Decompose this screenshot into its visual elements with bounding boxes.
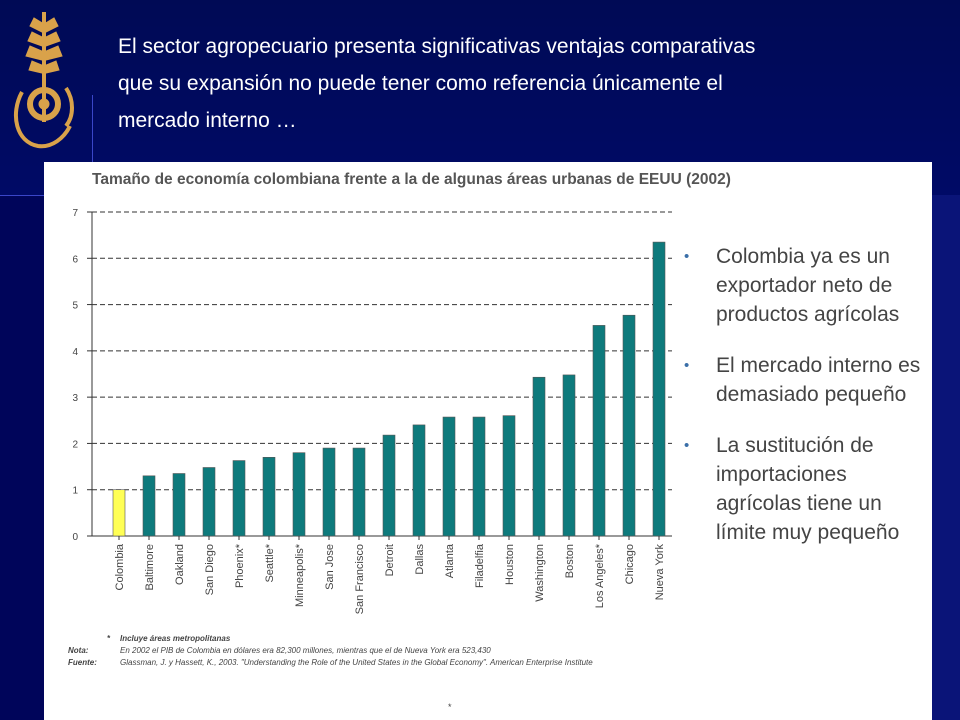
bar: [412, 424, 426, 537]
bar: [292, 452, 306, 537]
bullet-text: Colombia ya es un exportador neto de pro…: [716, 245, 900, 326]
y-tick-label: 5: [72, 301, 78, 312]
note-key: Nota:: [68, 645, 89, 655]
x-tick-label: Detroit: [384, 544, 396, 576]
note-row: Fuente: Glassman, J. y Hassett, K., 2003…: [68, 656, 593, 668]
right-band: [932, 195, 960, 720]
x-tick-label: Houston: [504, 544, 516, 585]
y-tick-label: 6: [72, 254, 78, 265]
slide-heading: El sector agropecuario presenta signific…: [118, 28, 938, 139]
divider-horizontal: [0, 195, 44, 196]
bar: [592, 325, 606, 537]
bar: [232, 460, 246, 537]
note-row: Nota: En 2002 el PIB de Colombia en dóla…: [68, 644, 593, 656]
x-tick-label: Seattle*: [264, 543, 276, 582]
x-tick-label: Boston: [564, 544, 576, 578]
heading-line: El sector agropecuario presenta signific…: [118, 35, 756, 58]
chart-title: Tamaño de economía colombiana frente a l…: [92, 171, 731, 188]
x-tick-label: San Diego: [204, 544, 216, 595]
y-tick-label: 3: [72, 393, 78, 404]
x-tick-label: Oakland: [174, 544, 186, 585]
x-tick-label: Washington: [534, 544, 546, 602]
bullet-item: • La sustitución de importaciones agríco…: [684, 431, 929, 547]
y-tick-label: 4: [72, 347, 78, 358]
bar: [322, 447, 336, 537]
note-text: Glassman, J. y Hassett, K., 2003. "Under…: [120, 657, 593, 667]
bar: [472, 416, 486, 537]
bullet-text: El mercado interno es demasiado pequeño: [716, 354, 921, 406]
note-key: *: [106, 633, 110, 643]
bar: [562, 374, 576, 537]
x-tick-label: Chicago: [624, 544, 636, 584]
bar: [352, 447, 366, 537]
bar: [442, 416, 456, 537]
wheat-logo-icon: [13, 12, 74, 149]
x-tick-label: Filadelfia: [474, 543, 486, 588]
x-tick-label: Nueva York: [654, 544, 666, 601]
bullet-item: • El mercado interno es demasiado pequeñ…: [684, 351, 929, 409]
footer-mark: *: [448, 702, 452, 712]
y-tick-label: 7: [72, 208, 78, 219]
bullet-text: La sustitución de importaciones agrícola…: [716, 434, 900, 544]
heading-line: que su expansión no puede tener como ref…: [118, 72, 723, 95]
heading-line: mercado interno …: [118, 109, 297, 132]
divider-vertical: [92, 95, 93, 195]
y-tick-label: 2: [72, 439, 78, 450]
bullet-dot-icon: •: [684, 357, 690, 374]
x-tick-label: Minneapolis*: [294, 543, 306, 607]
bar-chart: 0 1 2 3 4 5 6 7 Colombia Baltimore Oakland San Dieg…: [72, 208, 672, 614]
bar: [382, 434, 396, 537]
bar: [502, 415, 516, 537]
bar: [262, 457, 276, 537]
x-tick-label: Phoenix*: [234, 543, 246, 588]
bullet-dot-icon: •: [684, 248, 690, 265]
x-tick-label: Colombia: [114, 543, 126, 590]
chart-notes: * Incluye áreas metropolitanas Nota: En …: [68, 632, 593, 668]
x-tick-label: Dallas: [414, 544, 426, 575]
bullet-list: • Colombia ya es un exportador neto de p…: [684, 242, 929, 569]
x-tick-label: Los Angeles*: [594, 543, 606, 608]
y-tick-label: 0: [72, 532, 78, 543]
x-tick-label: San Francisco: [354, 544, 366, 614]
chart-panel: Tamaño de economía colombiana frente a l…: [44, 162, 932, 720]
note-text: Incluye áreas metropolitanas: [120, 633, 231, 643]
y-tick-label: 1: [72, 486, 78, 497]
bar: [112, 489, 126, 537]
bar: [172, 473, 186, 537]
bar: [532, 376, 546, 537]
x-tick-label: San Jose: [324, 544, 336, 590]
x-tick-label: Baltimore: [144, 544, 156, 590]
bullet-dot-icon: •: [684, 437, 690, 454]
bar: [622, 314, 636, 537]
x-tick-label: Atlanta: [444, 543, 456, 578]
note-row: * Incluye áreas metropolitanas: [68, 632, 593, 644]
note-text: En 2002 el PIB de Colombia en dólares er…: [120, 645, 491, 655]
bullet-item: • Colombia ya es un exportador neto de p…: [684, 242, 929, 329]
bar: [652, 241, 666, 537]
note-key: Fuente:: [68, 657, 97, 667]
bar: [142, 475, 156, 537]
bar: [202, 467, 216, 537]
